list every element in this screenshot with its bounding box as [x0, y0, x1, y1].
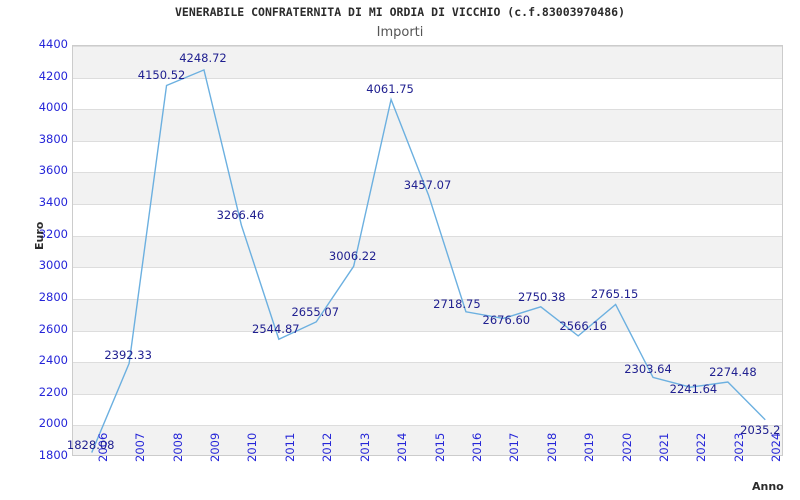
- y-axis-tick: 2600: [38, 321, 68, 336]
- x-axis-tick: 2008: [170, 432, 185, 462]
- y-axis-tick: 3600: [38, 163, 68, 178]
- gridline: [73, 204, 782, 205]
- plot-band: [73, 299, 782, 332]
- gridline: [73, 299, 782, 300]
- y-axis-tick: 2200: [38, 384, 68, 399]
- x-axis-tick: 2022: [694, 432, 709, 462]
- x-axis-tick: 2015: [432, 432, 447, 462]
- plot-band: [73, 173, 782, 206]
- x-axis-title: Anno: [752, 480, 784, 493]
- x-axis-tick: 2010: [245, 432, 260, 462]
- y-axis-tick: 3400: [38, 195, 68, 210]
- gridline: [73, 267, 782, 268]
- x-axis-tick: 2018: [544, 432, 559, 462]
- data-point-label: 2303.64: [624, 362, 672, 377]
- data-point-label: 2750.38: [517, 289, 566, 304]
- data-point-label: 2241.64: [669, 382, 718, 397]
- plot-area: [72, 45, 783, 456]
- gridline: [73, 78, 782, 79]
- y-axis-tick: 4400: [38, 37, 68, 51]
- chart-subtitle: Importi: [376, 25, 424, 40]
- x-axis-tick: 2009: [207, 432, 222, 462]
- gridline: [73, 394, 782, 395]
- data-point-label: 2274.48: [709, 364, 757, 379]
- data-point-label: 3266.46: [216, 208, 265, 223]
- y-axis-tick: 2400: [38, 353, 68, 368]
- gridline: [73, 331, 782, 332]
- plot-band: [73, 426, 782, 455]
- x-axis-tick: 2019: [582, 432, 597, 462]
- line-series: [91, 68, 766, 453]
- y-axis-tick: 1800: [38, 448, 68, 462]
- data-point-label: 4150.52: [137, 68, 186, 83]
- y-axis-tick: 4200: [38, 68, 68, 83]
- data-point-label: 4061.75: [366, 82, 414, 97]
- data-point-label: 2566.16: [559, 318, 607, 333]
- plot-band: [73, 363, 782, 395]
- data-point-label: 2392.33: [104, 348, 152, 363]
- gridline: [73, 46, 782, 47]
- data-point-label: 2718.75: [433, 296, 481, 311]
- y-axis-tick: 3800: [38, 131, 68, 146]
- gridline: [73, 362, 782, 363]
- series-line: [91, 68, 766, 453]
- gridline: [73, 109, 782, 110]
- data-point-label: 2655.07: [291, 304, 340, 319]
- y-axis-tick: 3200: [38, 226, 68, 241]
- x-axis-tick: 2011: [282, 432, 297, 462]
- y-axis-title: Euro: [33, 221, 46, 250]
- x-axis-tick: 2012: [320, 432, 335, 462]
- data-point-label: 2765.15: [590, 287, 639, 302]
- y-axis-tick: 2000: [38, 416, 68, 431]
- x-axis-tick: 2013: [357, 432, 372, 462]
- plot-band: [73, 47, 782, 79]
- x-axis-tick: 2023: [731, 432, 746, 462]
- data-point-label: 3457.07: [403, 178, 452, 193]
- y-axis-tick: 2800: [38, 289, 68, 304]
- x-axis-tick: 2007: [133, 432, 148, 462]
- gridline: [73, 425, 782, 426]
- gridline: [73, 172, 782, 173]
- plot-band: [73, 110, 782, 142]
- x-axis-tick: 2020: [619, 432, 634, 462]
- data-point-label: 2035.2: [740, 422, 781, 437]
- x-axis-tick: 2024: [769, 432, 784, 462]
- data-point-label: 2544.87: [252, 322, 300, 337]
- x-axis-tick: 2014: [395, 432, 410, 462]
- gridline: [73, 141, 782, 142]
- data-point-label: 2676.60: [482, 313, 531, 328]
- chart-title: VENERABILE CONFRATERNITA DI MI ORDIA DI …: [174, 5, 626, 19]
- data-point-label: 4248.72: [179, 50, 227, 65]
- x-axis-tick: 2021: [657, 432, 672, 462]
- x-axis-tick: 2017: [507, 432, 522, 462]
- data-point-label: 3006.22: [328, 249, 377, 264]
- gridline: [73, 236, 782, 237]
- y-axis-tick-labels: 1800 2000 2200 2400 2600 2800 3000 3200 3400 3600…: [18, 0, 68, 500]
- y-axis-tick: 4000: [38, 100, 68, 115]
- data-point-label: 1828.08: [66, 437, 115, 452]
- y-axis-tick: 3000: [38, 258, 68, 273]
- x-axis-tick: 2016: [469, 432, 484, 462]
- plot-band: [73, 236, 782, 269]
